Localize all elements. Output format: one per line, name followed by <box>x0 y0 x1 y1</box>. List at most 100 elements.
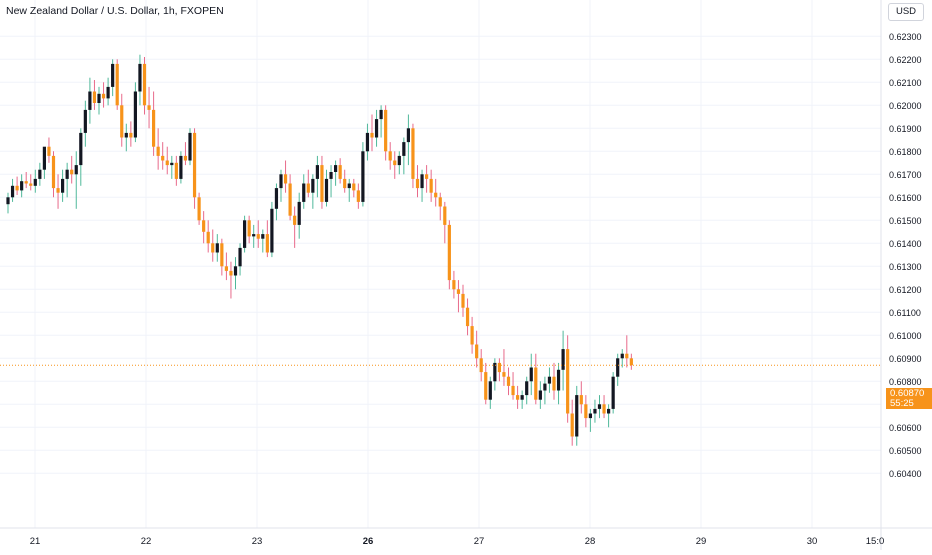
candle-body <box>83 109 87 133</box>
candle-body <box>279 174 283 189</box>
candle-body <box>497 362 501 373</box>
y-tick-label: 0.61400 <box>889 239 922 249</box>
candle-body <box>192 132 197 198</box>
candle-body <box>238 247 242 267</box>
time-axis[interactable]: 21 22 23 26 27 28 29 30 15:0 <box>30 536 885 547</box>
candle-body <box>124 132 128 138</box>
candle-body <box>306 183 310 193</box>
candle-body <box>479 358 483 373</box>
candle-body <box>106 86 110 99</box>
candle-body <box>493 362 497 382</box>
candle-body <box>616 358 620 377</box>
candle-body <box>607 408 611 414</box>
candle-body <box>516 395 520 400</box>
candle-body <box>379 109 383 120</box>
y-tick-label: 0.62200 <box>889 55 922 65</box>
candle-body <box>584 404 588 419</box>
candle-body <box>447 224 451 281</box>
candle-body <box>211 243 215 253</box>
candle-body <box>120 105 124 138</box>
candle-body <box>575 395 579 437</box>
candle-body <box>520 395 524 400</box>
candle-body <box>397 155 401 166</box>
chart-title: New Zealand Dollar / U.S. Dollar, 1h, FX… <box>6 5 224 17</box>
candle-body <box>356 190 360 202</box>
candle-body <box>20 181 24 191</box>
candle-body <box>611 376 615 409</box>
candle-body <box>302 183 306 202</box>
candle-body <box>174 162 178 179</box>
candle-body <box>42 146 46 170</box>
candle-body <box>347 183 351 189</box>
candle-body <box>629 358 633 366</box>
candle-body <box>625 353 629 359</box>
candle-body <box>74 165 78 175</box>
candle-body <box>597 404 602 409</box>
candle-body <box>29 183 33 186</box>
candle-body <box>65 169 69 179</box>
candle-body <box>406 128 410 143</box>
x-tick-label: 21 <box>30 536 41 547</box>
price-axis[interactable]: 0.62300 0.62200 0.62100 0.62000 0.61900 0.618… <box>889 32 922 479</box>
candle-body <box>101 93 106 99</box>
candle-body <box>133 91 137 138</box>
candle-body <box>343 178 347 189</box>
candle-body <box>602 404 606 414</box>
currency-selector[interactable]: USD <box>888 3 924 21</box>
candle-body <box>51 155 56 189</box>
candle-body <box>370 132 374 138</box>
candle-body <box>6 197 10 205</box>
candle-body <box>452 280 456 290</box>
candle-body <box>293 215 297 225</box>
candle-body <box>547 376 552 384</box>
x-tick-label: 27 <box>474 536 485 547</box>
candle-body <box>10 185 15 198</box>
candle-body <box>220 243 224 267</box>
x-tick-label: 30 <box>807 536 818 547</box>
candle-body <box>588 413 592 419</box>
y-tick-label: 0.62100 <box>889 78 922 88</box>
candle-body <box>529 367 533 382</box>
candle-body <box>579 395 583 405</box>
candle-body <box>274 188 279 209</box>
candle-body <box>233 266 238 276</box>
candle-body <box>247 220 251 237</box>
candle-body <box>147 105 151 110</box>
candle-body <box>511 385 515 396</box>
candle-body <box>329 172 333 179</box>
candle-body <box>129 132 133 138</box>
candle-body <box>552 376 556 391</box>
y-tick-label: 0.62000 <box>889 101 922 111</box>
candle-body <box>470 326 474 345</box>
y-tick-label: 0.61700 <box>889 170 922 180</box>
candle-body <box>56 188 60 193</box>
candle-body <box>92 91 97 103</box>
candle-body <box>61 178 65 193</box>
candle-body <box>243 220 247 248</box>
candle-body <box>566 349 570 414</box>
candle-body <box>24 181 28 184</box>
candle-body <box>393 160 397 166</box>
candle-body <box>165 160 169 166</box>
candle-body <box>543 383 547 391</box>
candle-body <box>188 132 192 161</box>
candle-body <box>183 155 188 161</box>
candle-body <box>434 192 438 198</box>
last-price-badge: 0.60870 55:25 <box>886 388 932 409</box>
y-tick-label: 0.60600 <box>889 423 922 433</box>
candle-body <box>374 119 379 138</box>
candle-body <box>311 178 315 193</box>
candle-body <box>420 174 424 189</box>
candle-body <box>525 381 529 396</box>
candle-body <box>115 63 119 106</box>
candle-body <box>138 63 142 92</box>
candle-body <box>324 178 329 202</box>
candle-body <box>161 155 165 161</box>
candle-body <box>465 307 470 327</box>
grid-layer <box>0 0 881 528</box>
y-tick-label: 0.62300 <box>889 32 922 42</box>
candle-body <box>256 234 260 239</box>
candle-body <box>561 349 565 370</box>
x-tick-label: 15:0 <box>866 536 885 547</box>
